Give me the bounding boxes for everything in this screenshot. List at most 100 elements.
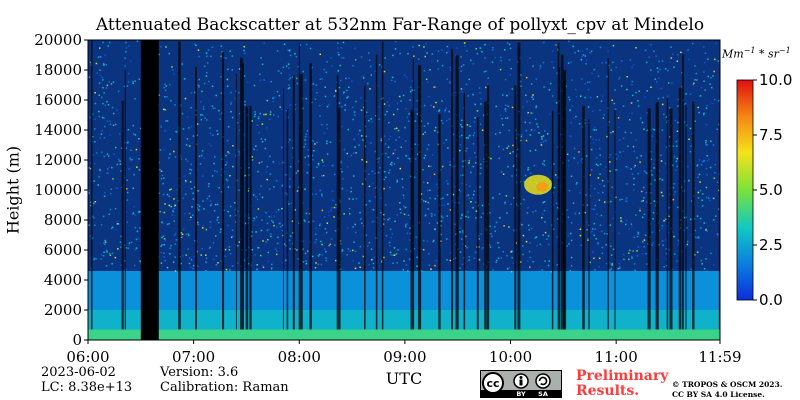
speckle	[427, 253, 430, 255]
speckle	[238, 92, 240, 94]
speckle	[334, 230, 337, 232]
speckle	[109, 123, 112, 125]
speckle	[491, 49, 494, 51]
speckle	[673, 183, 675, 185]
speckle	[324, 228, 327, 230]
speckle	[702, 113, 705, 116]
speckle	[253, 115, 256, 118]
speckle	[203, 157, 205, 159]
cc-logo-text: cc	[486, 377, 499, 390]
speckle	[305, 171, 308, 174]
speckle	[166, 266, 169, 269]
speckle	[354, 59, 357, 61]
speckle	[689, 93, 692, 95]
speckle	[285, 258, 288, 261]
speckle	[618, 139, 621, 141]
speckle	[633, 150, 635, 153]
speckle	[543, 160, 545, 162]
speckle	[238, 154, 240, 156]
speckle	[409, 99, 411, 101]
speckle	[225, 162, 228, 164]
speckle	[622, 150, 625, 153]
streak	[557, 43, 560, 330]
speckle	[597, 177, 600, 179]
speckle	[198, 155, 201, 158]
speckle	[553, 186, 556, 189]
speckle	[270, 267, 273, 270]
speckle	[689, 150, 692, 153]
speckle	[303, 146, 305, 148]
speckle	[305, 43, 308, 46]
speckle	[696, 164, 699, 166]
speckle	[104, 125, 106, 128]
speckle	[97, 56, 100, 58]
speckle	[435, 260, 438, 262]
speckle	[411, 89, 413, 91]
speckle	[706, 270, 708, 273]
speckle	[424, 213, 427, 216]
speckle	[694, 79, 696, 81]
speckle	[230, 91, 232, 94]
speckle	[390, 164, 393, 166]
speckle	[174, 234, 176, 236]
streak	[463, 93, 466, 330]
speckle	[593, 234, 595, 237]
speckle	[584, 122, 586, 124]
speckle	[138, 137, 140, 140]
speckle	[620, 217, 622, 219]
speckle	[568, 189, 571, 192]
speckle	[509, 47, 512, 50]
speckle	[429, 69, 431, 71]
speckle	[603, 113, 605, 116]
speckle	[266, 99, 269, 102]
speckle	[174, 204, 177, 206]
speckle	[470, 171, 472, 174]
speckle	[394, 80, 396, 83]
speckle	[229, 50, 231, 53]
speckle	[253, 217, 255, 220]
speckle	[106, 153, 109, 155]
speckle	[273, 186, 275, 188]
speckle	[262, 240, 264, 242]
speckle	[353, 138, 355, 141]
speckle	[89, 61, 92, 64]
speckle	[305, 133, 307, 136]
speckle	[350, 154, 352, 157]
speckle	[699, 189, 702, 192]
speckle	[541, 138, 543, 140]
speckle	[354, 223, 357, 226]
speckle	[638, 90, 641, 92]
speckle	[593, 68, 596, 71]
speckle	[227, 224, 229, 227]
speckle	[255, 231, 257, 233]
speckle	[574, 212, 577, 215]
speckle	[421, 270, 423, 272]
speckle	[321, 243, 323, 246]
speckle	[651, 174, 653, 176]
speckle	[575, 95, 578, 98]
speckle	[480, 103, 482, 105]
speckle	[274, 248, 277, 250]
speckle	[395, 127, 398, 129]
speckle	[492, 269, 494, 271]
speckle	[689, 127, 692, 130]
speckle	[716, 234, 719, 237]
speckle	[318, 253, 321, 256]
speckle	[410, 86, 412, 89]
speckle	[470, 59, 472, 62]
speckle	[460, 190, 462, 193]
speckle	[279, 106, 281, 108]
speckle	[202, 105, 205, 108]
speckle	[362, 255, 364, 258]
speckle	[89, 204, 92, 207]
speckle	[610, 263, 613, 265]
speckle	[681, 186, 683, 188]
speckle	[133, 173, 135, 176]
speckle	[654, 179, 656, 181]
speckle	[507, 145, 510, 147]
speckle	[331, 164, 334, 167]
speckle	[275, 180, 278, 182]
speckle	[591, 208, 594, 210]
speckle	[275, 211, 278, 213]
y-tick-label: 8000	[44, 211, 82, 229]
